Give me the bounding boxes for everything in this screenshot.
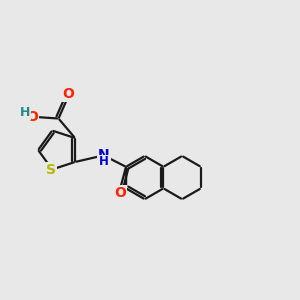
Text: O: O bbox=[114, 187, 126, 200]
Text: S: S bbox=[46, 163, 56, 177]
Text: O: O bbox=[26, 110, 38, 124]
Text: H: H bbox=[99, 155, 109, 169]
Text: H: H bbox=[20, 106, 30, 119]
Text: O: O bbox=[62, 87, 74, 101]
Text: N: N bbox=[98, 148, 110, 162]
